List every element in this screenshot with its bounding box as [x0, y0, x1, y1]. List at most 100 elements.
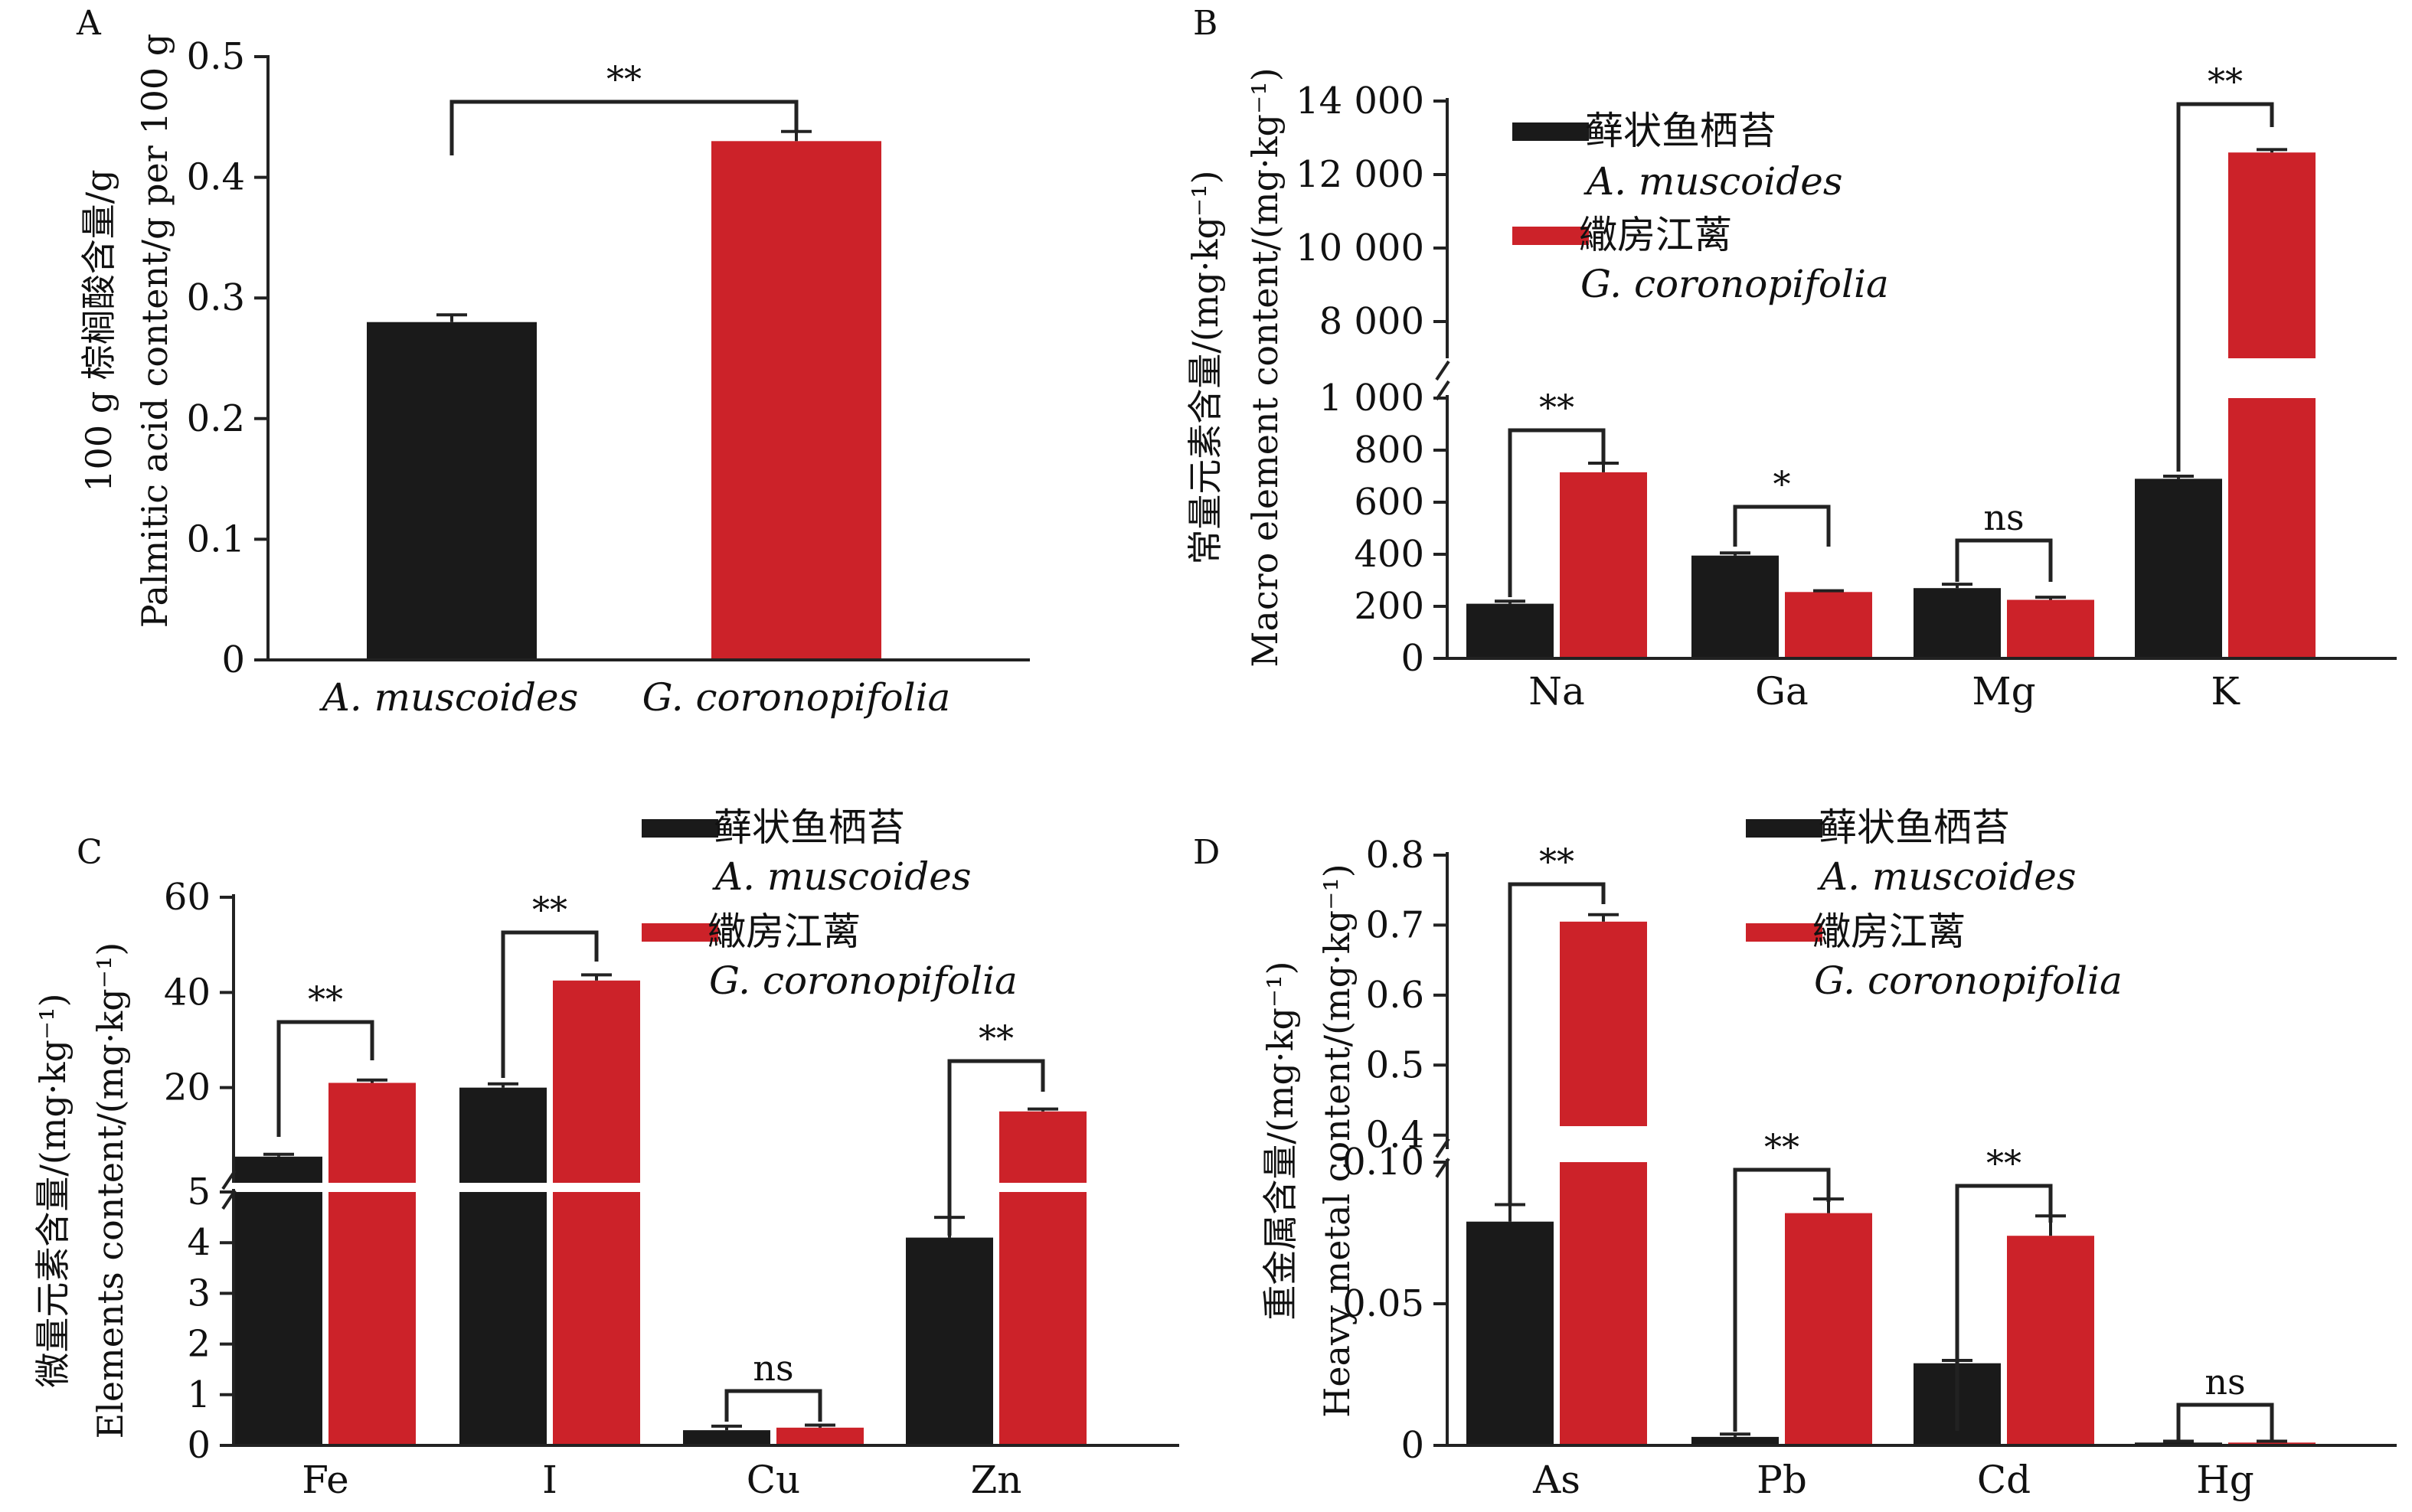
panel-c-bar [328, 1192, 416, 1445]
panel-b-axis-break-a [1435, 360, 1450, 381]
panel-b-sig-bracket [1508, 428, 1606, 597]
panel-d-ylabel-en: Heavy metal content/(mg·kg⁻¹) [1316, 864, 1358, 1417]
panel-c-sig-bracket [724, 1389, 822, 1422]
panel-b-bar [1785, 592, 1872, 658]
panel-d-legend-swatch-b [1746, 923, 1822, 942]
panel-b-axis-break-b [1435, 380, 1450, 401]
panel-a-sig-label: ** [606, 58, 642, 100]
panel-b-legend-swatch-b [1512, 227, 1589, 245]
panel-c-legend-latin-a: A. muscoides [712, 854, 972, 899]
panel-d-bar [1560, 921, 1647, 1126]
panel-c-sig-bracket [276, 1020, 374, 1137]
panel-d-y-tick-label: 0 [1400, 1424, 1424, 1467]
panel-b-sig-label: ** [1539, 387, 1574, 428]
panel-c-bar [235, 1192, 322, 1445]
panel-c-y-tick-label: 5 [187, 1171, 211, 1213]
panel-c-sig-label: ** [532, 889, 567, 930]
panel-c-y-tick-label: 2 [187, 1323, 211, 1366]
panel-d-legend-swatch-a [1746, 819, 1822, 838]
panel-b-sig-bracket [1955, 538, 2053, 582]
panel-d-bar [2007, 1236, 2094, 1445]
panel-b-y-tick-label: 12 000 [1296, 153, 1424, 196]
panel-c-x-label-i: I [542, 1458, 557, 1502]
panel-c-bars [235, 973, 1087, 1445]
panel-c: C 微量元素含量/(mg·kg⁻¹) Elements content/(mg·… [32, 805, 1179, 1502]
panel-d: D 重金属含量/(mg·kg⁻¹) Heavy metal content/(m… [1193, 805, 2397, 1502]
panel-d-sig-bracket [2176, 1403, 2274, 1440]
panel-d-bar [1785, 1213, 1872, 1445]
panel-c-y-tick-label: 0 [187, 1424, 211, 1467]
panel-d-bar [1466, 1221, 1554, 1445]
panel-a-y-tick-label: 0.3 [187, 276, 245, 319]
panel-d-sig-label: ** [1539, 841, 1574, 882]
panel-c-bar [999, 1192, 1087, 1445]
panel-d-axis-break-a [1435, 1138, 1450, 1158]
panel-c-y-tick-label: 1 [187, 1373, 211, 1416]
panel-b-bars [1466, 148, 2316, 658]
panel-letter-a: A [76, 4, 102, 43]
panel-b-y-tick-label: 10 000 [1296, 227, 1424, 269]
panel-a-y-tick-label: 0 [221, 638, 245, 681]
panel-b-significance: ***ns** [1508, 60, 2274, 597]
panel-a-bar [367, 322, 537, 660]
panel-d-ylabel-cn: 重金属含量/(mg·kg⁻¹) [1260, 961, 1301, 1320]
panel-c-y-tick-label: 4 [187, 1221, 211, 1264]
panel-c-bar [553, 980, 640, 1183]
panel-a-x-label-2: G. coronopifolia [642, 675, 951, 720]
panel-b-sig-bracket [2176, 102, 2274, 472]
panel-b-bar [1466, 603, 1554, 658]
panel-c-legend-latin-b: G. coronopifolia [709, 958, 1018, 1003]
panel-c-bar [683, 1430, 770, 1445]
panel-c-ylabel-en: Elements content/(mg·kg⁻¹) [90, 942, 131, 1439]
panel-a-y-tick-label: 0.2 [187, 397, 245, 440]
panel-d-y-tick-label: 0.4 [1366, 1114, 1424, 1157]
panel-a-y-tick-label: 0.5 [187, 35, 245, 78]
panel-b-x-label-mg: Mg [1972, 669, 2035, 714]
panel-b-legend: 藓状鱼栖苔 A. muscoides 繖房江蓠 G. coronopifolia [1512, 109, 1889, 306]
panel-c-bar [776, 1427, 864, 1445]
panel-letter-c: C [77, 833, 103, 872]
panel-d-x-label-pb: Pb [1757, 1458, 1807, 1502]
panel-b-sig-bracket [1733, 505, 1831, 547]
panel-b-bar [1691, 555, 1779, 658]
panel-b-legend-cn-a: 藓状鱼栖苔 [1585, 109, 1776, 153]
panel-a-y-ticks: 0 0.1 0.2 0.3 0.4 0.5 [187, 35, 268, 681]
panel-d-sig-bracket [1508, 882, 1606, 1204]
panel-d-x-label-as: As [1532, 1458, 1580, 1502]
panel-d-legend-latin-b: G. coronopifolia [1814, 958, 2123, 1003]
panel-a-bar [711, 141, 881, 660]
panel-b-legend-latin-a: A. muscoides [1583, 159, 1843, 204]
panel-c-significance: ** ** ns ** [276, 889, 1045, 1422]
panel-c-y-tick-label: 3 [187, 1272, 211, 1314]
panel-a-significance: ** [449, 58, 799, 155]
panel-d-legend-cn-a: 藓状鱼栖苔 [1819, 805, 2010, 850]
panel-c-bar [553, 1192, 640, 1445]
panel-c-axes [221, 894, 1179, 1447]
panel-d-significance: ** ** ** ns [1508, 841, 2274, 1440]
panel-b-y-tick-label: 800 [1354, 429, 1424, 472]
panel-b-bar [2135, 478, 2222, 658]
panel-d-legend: 藓状鱼栖苔 A. muscoides 繖房江蓠 G. coronopifolia [1746, 805, 2123, 1003]
panel-a-y-tick-label: 0.4 [187, 156, 245, 199]
panel-d-sig-label: ns [2204, 1361, 2245, 1403]
panel-d-x-label-cd: Cd [1977, 1458, 2031, 1502]
panel-c-sig-label: ns [753, 1347, 793, 1389]
panel-b-y-tick-label: 1 000 [1319, 377, 1424, 420]
panel-b-x-label-ga: Ga [1755, 669, 1809, 714]
panel-b-bar [2228, 152, 2316, 358]
panel-b-sig-label: ns [1983, 497, 2024, 538]
panel-b-legend-swatch-a [1512, 122, 1589, 141]
panel-b-x-label-na: Na [1528, 669, 1585, 714]
panel-d-axes [1435, 852, 2397, 1447]
panel-b-ylabel-en: Macro element content/(mg·kg⁻¹) [1244, 67, 1286, 667]
panel-d-bar [1691, 1436, 1779, 1445]
panel-d-y-tick-label: 0.05 [1342, 1282, 1424, 1325]
panel-c-x-labels: Fe I Cu Zn [302, 1458, 1021, 1502]
panel-d-y-tick-label: 0.8 [1366, 834, 1424, 877]
panel-a-ylabel-en: Palmitic acid content/g per 100 g [134, 34, 175, 629]
panel-c-sig-bracket [947, 1059, 1045, 1236]
panel-c-y-tick-label: 60 [164, 876, 211, 919]
panel-c-x-label-zn: Zn [971, 1458, 1022, 1502]
panel-b-y-tick-label: 0 [1400, 637, 1424, 680]
panel-d-y-ticks: 0 0.05 0.100.4 0.5 0.6 0.7 0.8 [1342, 834, 1447, 1467]
